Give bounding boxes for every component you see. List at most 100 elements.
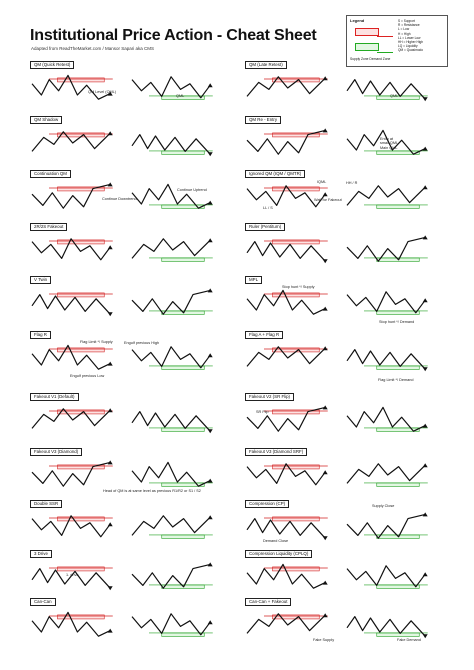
- arrow-head: [207, 288, 213, 293]
- annotation: Continue Downtrend: [102, 197, 137, 201]
- annotation: Flag Limit */ Supply: [80, 340, 113, 344]
- demand-zone: [376, 482, 420, 487]
- price-path: [31, 74, 111, 100]
- pattern-label: Can-Can: [30, 598, 56, 606]
- arrow-head: [207, 562, 213, 567]
- arrow-head: [422, 512, 428, 517]
- pattern-diagram: [246, 613, 328, 634]
- price-path: [246, 346, 326, 367]
- legend-item: L = Low: [398, 27, 410, 32]
- legend-item: R = Resistance: [398, 23, 420, 28]
- arrow-head: [107, 131, 113, 136]
- demand-zone: [161, 150, 205, 155]
- price-path: [246, 518, 326, 539]
- pattern-diagram: [131, 183, 213, 209]
- price-path: [246, 563, 326, 589]
- arrow-head: [322, 76, 328, 81]
- annotation: Wait for Fakeout: [314, 198, 342, 202]
- arrow-head: [422, 146, 428, 151]
- arrow-head: [322, 536, 328, 541]
- pattern-label: 3 Drive: [30, 550, 52, 558]
- pattern-label: Double SSR: [30, 500, 63, 508]
- pattern-diagram: [346, 235, 428, 262]
- price-path: [246, 289, 326, 315]
- pattern-diagram: [31, 344, 113, 370]
- legend-item: LQ = Liquidity: [398, 44, 418, 49]
- arrow-head: [207, 620, 213, 625]
- demand-zone: [376, 632, 420, 637]
- demand-zone: [376, 204, 420, 209]
- annotation: Continue Uptrend: [177, 188, 207, 192]
- pattern-diagram: [131, 515, 213, 539]
- price-path: [346, 291, 426, 314]
- arrow-head: [322, 470, 328, 475]
- arrow-head: [207, 429, 213, 434]
- annotation: SR Flip: [256, 410, 269, 414]
- pattern-label: QM Shadow: [30, 116, 63, 124]
- pattern-diagram: [246, 76, 328, 97]
- pattern-diagram: [346, 349, 428, 372]
- demand-zone: [376, 310, 420, 315]
- pattern-diagram: [246, 239, 328, 264]
- pattern-diagram: [131, 288, 213, 315]
- pattern-label: QM Re - Entry: [245, 116, 282, 124]
- supply-zone: [272, 239, 320, 245]
- price-path: [131, 289, 211, 315]
- pattern-diagram: [346, 291, 428, 315]
- pattern-diagram: [246, 516, 328, 541]
- annotation: Entry at: [380, 137, 394, 141]
- legend-item: S = Support: [398, 19, 415, 23]
- pattern-diagram: [346, 463, 428, 487]
- supply-zone: [57, 186, 105, 192]
- price-path: [131, 346, 211, 369]
- price-path: [131, 76, 211, 99]
- price-path: [31, 611, 111, 637]
- pattern-label: Fakeout V3 (Diamond SRF): [245, 448, 308, 456]
- annotation: small QML: [380, 141, 399, 145]
- pattern-label: Can-Can + Fakeout: [245, 598, 292, 606]
- supply-zone: [272, 516, 320, 522]
- price-path: [346, 236, 426, 262]
- pattern-diagram: [346, 512, 428, 539]
- arrow-head: [107, 312, 113, 317]
- arrow-head: [107, 245, 113, 250]
- pattern-diagram: [131, 76, 213, 100]
- arrow-head: [207, 152, 213, 157]
- price-path: [246, 241, 326, 262]
- annotation: LL / S: [263, 206, 273, 210]
- price-path: [246, 76, 326, 97]
- pattern-diagram: [131, 613, 213, 637]
- legend-item: H = High: [398, 31, 411, 36]
- arrow-head: [322, 192, 328, 197]
- arrow-head: [207, 83, 213, 88]
- supply-zone: [272, 132, 320, 138]
- pattern-diagram: [31, 408, 113, 429]
- supply-zone: [57, 566, 105, 572]
- pattern-diagram: [31, 566, 113, 591]
- annotation: QM Level (QML): [88, 90, 117, 94]
- pattern-diagram: [246, 289, 328, 315]
- pattern-diagram: [131, 134, 213, 157]
- arrow-head: [422, 298, 428, 303]
- arrow-head: [107, 91, 113, 96]
- pattern-diagram: [246, 405, 328, 432]
- arrow-head: [207, 515, 213, 520]
- pattern-label: Flag R: [30, 331, 51, 339]
- pattern-label: 2R/2S Fakeout: [30, 223, 68, 231]
- pattern-label: Flag A + Flag R: [245, 331, 284, 339]
- pattern-diagram: [131, 346, 213, 370]
- price-path: [346, 513, 426, 539]
- pattern-diagram: [346, 565, 428, 589]
- arrow-head: [207, 200, 213, 205]
- legend-items: S = Support R = Resistance L = Low H = H…: [398, 19, 423, 53]
- pattern-diagram: [31, 611, 113, 637]
- demand-zone: [161, 427, 205, 432]
- pattern-label: Fakeout V2 (SR Flip): [245, 393, 294, 401]
- annotation: Engulf previous High: [124, 341, 160, 345]
- supply-zone: [272, 464, 320, 470]
- price-path: [31, 238, 111, 261]
- demand-line: [377, 52, 393, 53]
- supply-swatch: [355, 28, 379, 36]
- annotation: Supply Close: [372, 504, 395, 508]
- arrow-head: [422, 463, 428, 468]
